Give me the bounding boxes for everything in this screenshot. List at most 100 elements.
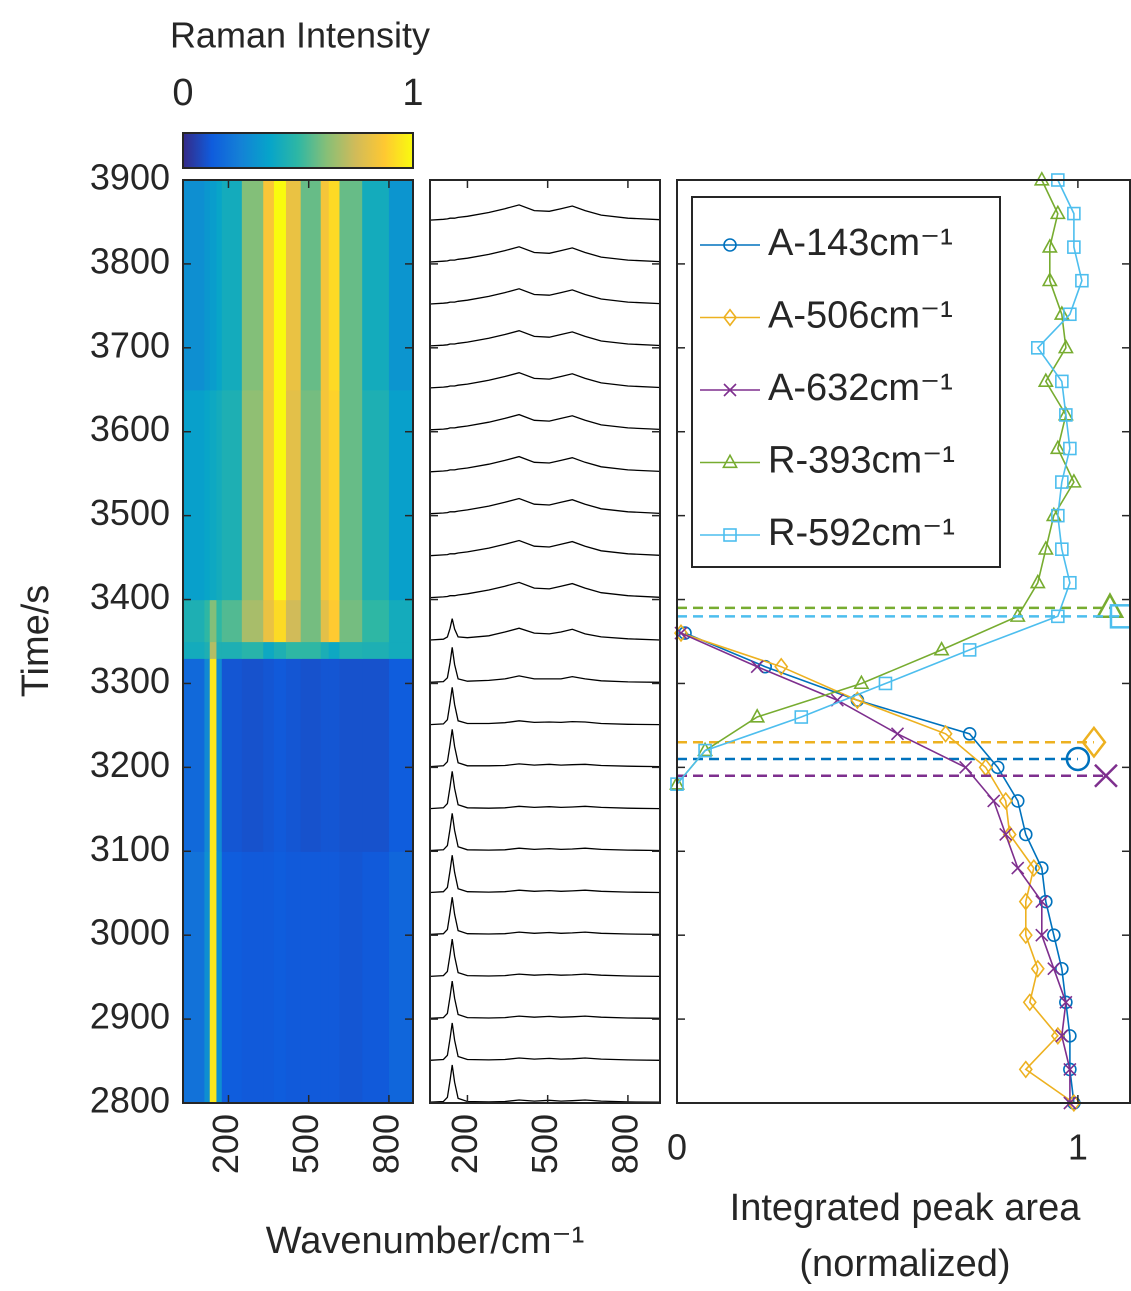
marker: [1049, 204, 1066, 220]
heatmap-cell: [263, 658, 275, 852]
y-tick-label: 3800: [90, 240, 170, 281]
heatmap-cell: [300, 599, 322, 643]
marker: [1067, 240, 1081, 254]
spectrum-trace: [430, 729, 660, 768]
heatmap-cell: [183, 180, 205, 391]
marker: [794, 710, 809, 724]
heatmap-cell: [300, 641, 322, 659]
spectrum-trace: [430, 204, 660, 221]
heatmap-cell: [204, 389, 211, 601]
heatmap-cell: [285, 658, 302, 852]
marker: [1018, 1060, 1033, 1079]
marker: [1039, 894, 1053, 909]
marker: [1049, 439, 1066, 455]
heatmap-cell: [339, 851, 363, 1104]
marker: [723, 528, 737, 542]
marker: [723, 383, 737, 397]
marker: [1030, 341, 1045, 355]
y-tick-label: 3200: [90, 744, 170, 785]
heatmap-cell: [320, 851, 330, 1104]
legend-label: A-506cm⁻¹: [768, 295, 953, 337]
heatmap-cell: [285, 599, 302, 643]
heatmap-cell: [320, 389, 330, 601]
marker: [1065, 746, 1091, 772]
marker: [962, 726, 977, 741]
x-axis-label: (normalized): [799, 1243, 1010, 1285]
heatmap-cell: [328, 641, 341, 659]
heatmap-cell: [263, 389, 275, 601]
spectrum-trace: [430, 497, 660, 515]
heatmap-cell: [362, 389, 390, 601]
legend-label: A-143cm⁻¹: [768, 222, 953, 264]
marker: [1055, 961, 1069, 976]
marker: [999, 827, 1013, 842]
marker: [698, 743, 712, 758]
spectrum-trace: [430, 413, 660, 431]
heatmap-cell: [339, 599, 363, 643]
marker: [1051, 508, 1065, 523]
spectrum-trace: [430, 288, 660, 305]
legend-label: R-393cm⁻¹: [768, 440, 955, 482]
marker: [722, 308, 738, 327]
marker: [1059, 995, 1073, 1009]
heatmap-cell: [273, 658, 287, 852]
heatmap-cell: [183, 389, 205, 601]
heatmap-cell: [388, 641, 414, 659]
marker: [678, 626, 692, 640]
heatmap-cell: [221, 180, 243, 391]
x-tick-label: 500: [524, 1114, 565, 1174]
heatmap-cell: [216, 599, 223, 643]
marker: [1065, 473, 1082, 488]
marker: [774, 657, 789, 676]
heatmap-cell: [263, 641, 275, 659]
heatmap-cell: [328, 851, 341, 1104]
axes-frame: [676, 179, 1131, 1104]
heatmap-cell: [221, 599, 243, 643]
series-line: [680, 632, 1075, 1104]
axes-frame: [429, 179, 661, 1104]
marker: [1063, 441, 1077, 456]
heatmap-cell: [216, 180, 223, 391]
heatmap-cell: [300, 851, 322, 1104]
x-tick-label: 500: [285, 1114, 326, 1174]
marker: [1063, 575, 1077, 590]
series-line: [676, 179, 1075, 785]
waterfall-group: [430, 204, 660, 1103]
spectrum-trace: [430, 855, 660, 894]
spectrum-trace: [430, 372, 660, 389]
heatmap-cell: [362, 658, 390, 852]
spectrum-trace: [430, 539, 660, 557]
heatmap-cell: [320, 641, 330, 659]
heatmap-cell: [273, 599, 287, 643]
heatmap-cell: [339, 641, 363, 659]
marker: [1011, 861, 1025, 875]
marker: [1063, 307, 1077, 322]
heatmap-cell: [362, 180, 390, 391]
heatmap-cell: [183, 851, 205, 1104]
marker: [750, 660, 764, 674]
marker: [1037, 372, 1054, 387]
marker: [1047, 928, 1061, 942]
heatmap-cell: [183, 599, 205, 643]
y-tick-label: 3600: [90, 408, 170, 449]
heatmap-cell: [388, 180, 414, 391]
spectrum-trace: [430, 330, 660, 347]
marker: [1067, 206, 1081, 221]
marker: [1053, 305, 1070, 320]
heatmap-cell: [388, 851, 414, 1104]
marker: [722, 453, 738, 469]
series-line: [684, 632, 1075, 1104]
colorbar-tick-label: 1: [402, 72, 423, 114]
marker: [749, 708, 766, 723]
marker: [878, 676, 893, 691]
spectrum-trace: [430, 813, 660, 852]
heatmap-cell: [221, 658, 243, 852]
heatmap-cell: [300, 180, 322, 391]
marker: [998, 791, 1013, 811]
y-tick-label: 3000: [90, 912, 170, 953]
heatmap-cell: [241, 658, 264, 852]
heatmap-cell: [209, 641, 218, 659]
marker: [1033, 171, 1050, 186]
marker: [1022, 993, 1037, 1012]
